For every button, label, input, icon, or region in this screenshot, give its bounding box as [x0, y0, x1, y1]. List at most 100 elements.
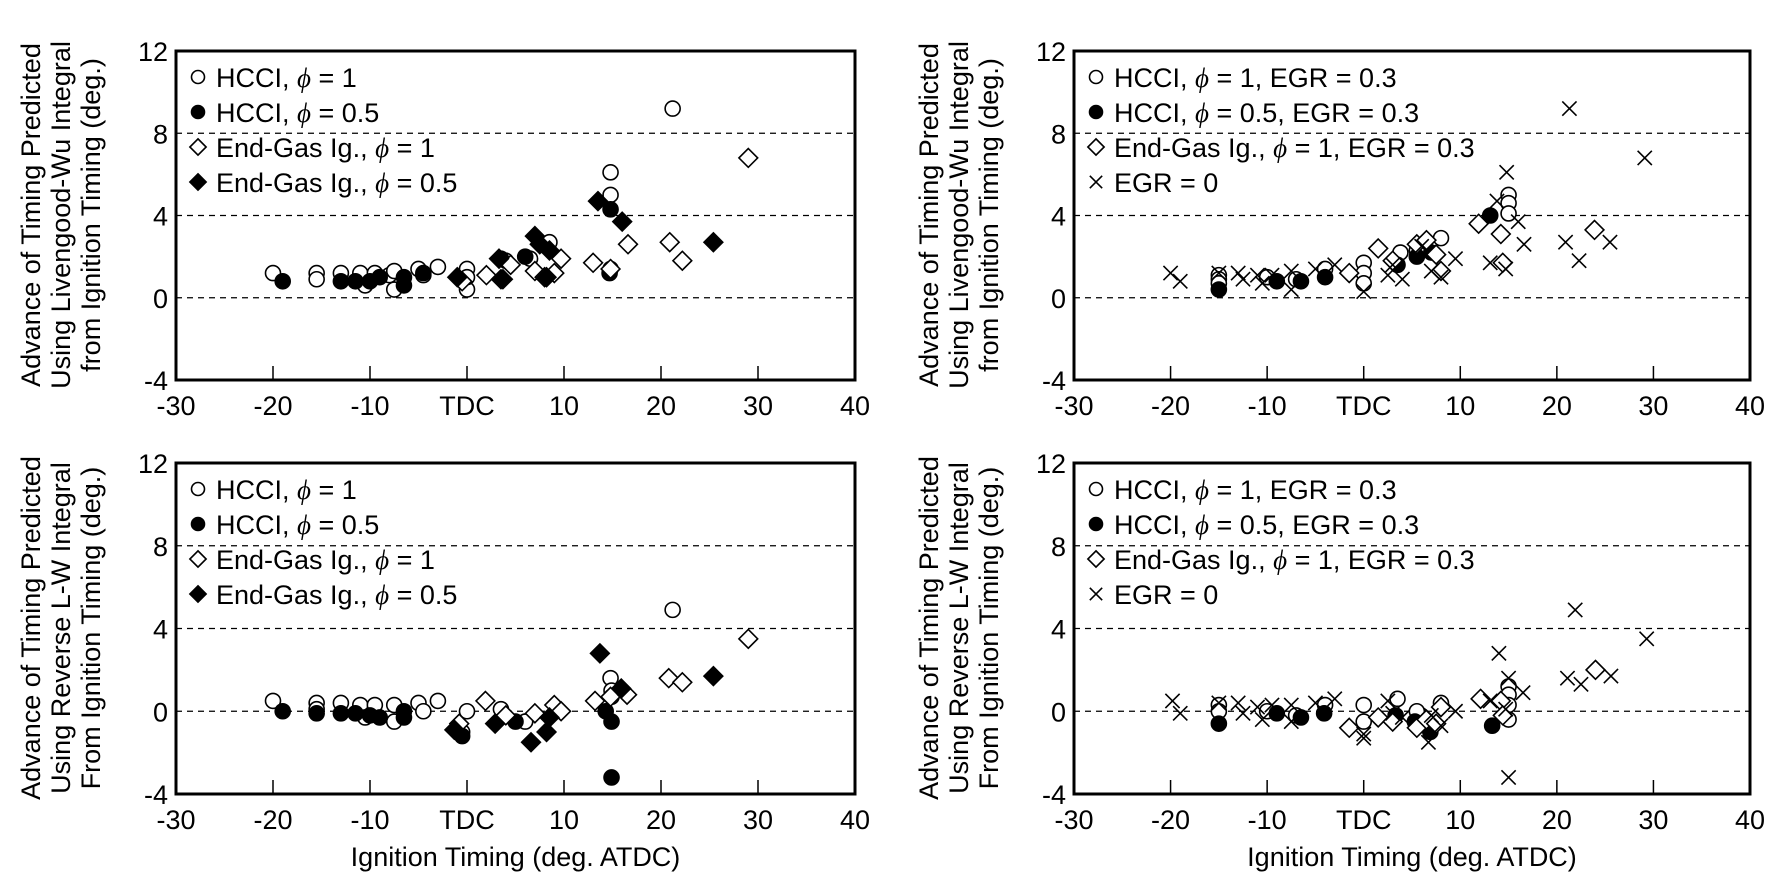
- data-point: [1283, 281, 1299, 298]
- y-axis-label-line: Advance of Timing Predicted: [914, 456, 944, 800]
- x-tick-label: TDC: [1336, 805, 1392, 835]
- data-point: [1516, 236, 1532, 252]
- x-tick-label: -20: [253, 805, 292, 835]
- data-point: [1254, 275, 1271, 292]
- y-axis-label-line: Using Reverse L-W Integral: [944, 462, 974, 794]
- y-tick-label: 0: [153, 697, 168, 727]
- data-point: [1500, 205, 1517, 222]
- data-point: [1254, 711, 1271, 728]
- data-point: [1482, 693, 1498, 709]
- legend-label: End-Gas Ig., ϕ = 1, EGR = 0.3: [1114, 133, 1475, 163]
- data-point: [1307, 695, 1324, 711]
- data-point: [429, 258, 447, 276]
- data-point: [520, 731, 542, 753]
- legend-label-prefix: End-Gas Ig.,: [216, 580, 375, 610]
- data-point: [1307, 261, 1324, 277]
- data-point: [516, 248, 534, 265]
- x-tick-label: -10: [1248, 805, 1287, 835]
- data-point: [1380, 267, 1396, 283]
- series-filled-circle: [274, 201, 619, 294]
- legend-marker-open-circle: [190, 69, 206, 85]
- data-point: [1637, 150, 1653, 166]
- data-point: [1356, 283, 1372, 300]
- y-tick-label: 4: [153, 202, 168, 232]
- data-point: [602, 201, 619, 218]
- y-axis-label-line: Using Reverse L-W Integral: [46, 462, 76, 794]
- x-tick-label: 10: [1445, 805, 1475, 835]
- y-tick-label: 4: [1051, 615, 1066, 645]
- data-point: [1447, 703, 1464, 719]
- data-point: [1557, 234, 1574, 250]
- legend-label-prefix: HCCI,: [1114, 475, 1195, 505]
- data-point: [536, 266, 558, 288]
- data-point: [602, 164, 619, 181]
- x-tick-label: 40: [1735, 391, 1765, 421]
- legend-label-suffix: = 0.5: [311, 98, 379, 128]
- data-point: [1483, 717, 1501, 735]
- x-tick-label: TDC: [439, 805, 495, 835]
- data-point: [415, 702, 432, 720]
- legend-label-prefix: End-Gas Ig.,: [1114, 133, 1273, 163]
- y-axis-label-line: Using Livengood-Wu Integral: [944, 41, 974, 389]
- data-point: [1210, 715, 1228, 732]
- legend-label: End-Gas Ig., ϕ = 0.5: [216, 168, 457, 198]
- data-point: [1584, 219, 1606, 241]
- y-tick-label: -4: [1042, 780, 1066, 810]
- phi-symbol: ϕ: [297, 63, 311, 93]
- data-point: [1292, 709, 1310, 726]
- x-tick-label: -30: [1054, 391, 1093, 421]
- y-axis-label-line: From Ignition Timing (deg.): [76, 467, 106, 790]
- data-point: [589, 642, 611, 664]
- x-tick-label: -20: [253, 391, 292, 421]
- data-point: [702, 665, 724, 687]
- x-tick-label: -10: [1248, 391, 1287, 421]
- data-point: [1316, 268, 1334, 286]
- phi-symbol: ϕ: [375, 580, 389, 610]
- data-point: [671, 250, 693, 272]
- y-tick-label: 8: [1051, 119, 1066, 149]
- data-point: [347, 705, 364, 722]
- data-point: [587, 190, 609, 212]
- legend-label-prefix: HCCI,: [216, 475, 297, 505]
- x-tick-label: 10: [549, 391, 579, 421]
- legend-label-suffix: EGR = 0: [1114, 168, 1218, 198]
- y-axis-label: Advance of Timing Predicted Using Reverse…: [16, 456, 106, 800]
- x-tick-label: -10: [350, 805, 389, 835]
- data-point: [659, 231, 681, 253]
- y-axis-label-line: from Ignition Timing (deg.): [76, 58, 106, 372]
- legend-label-suffix: = 1, EGR = 0.3: [1287, 133, 1475, 163]
- data-point: [1394, 271, 1411, 287]
- data-point: [1327, 691, 1343, 707]
- data-point: [1338, 717, 1360, 739]
- phi-symbol: ϕ: [297, 475, 311, 505]
- data-point: [1515, 684, 1531, 701]
- data-point: [264, 692, 282, 710]
- legend-label: EGR = 0: [1114, 168, 1218, 198]
- legend-label-suffix: = 1, EGR = 0.3: [1209, 63, 1397, 93]
- series-filled-diamond: [443, 642, 724, 753]
- data-point: [1490, 223, 1512, 245]
- x-tick-label: 10: [549, 805, 579, 835]
- legend-label-prefix: HCCI,: [1114, 98, 1195, 128]
- y-tick-label: 0: [153, 284, 168, 314]
- data-point: [603, 769, 620, 786]
- panel-top-left: -30 -20 -10 TDC 10 20 30 40 -4 0 4 8 12 Advance of Ti…: [16, 37, 870, 421]
- data-point: [1211, 695, 1227, 711]
- data-point: [1367, 237, 1389, 259]
- data-point: [538, 706, 560, 728]
- legend-label: End-Gas Ig., ϕ = 0.5: [216, 580, 457, 610]
- series-open-diamond: [1338, 659, 1606, 739]
- plot-frame: [174, 461, 857, 796]
- y-tick-label: 4: [153, 615, 168, 645]
- data-point: [1413, 238, 1430, 255]
- legend-label-suffix: = 0.5, EGR = 0.3: [1209, 510, 1419, 540]
- panel-bottom-left: -30 -20 -10 TDC 10 20 30 40 -4 0 4 8 12 Advance of Ti…: [16, 449, 870, 872]
- x-tick-label: 30: [1638, 805, 1668, 835]
- data-point: [617, 233, 639, 255]
- legend-marker-cross: [1089, 587, 1103, 601]
- legend-marker-cross: [1089, 175, 1103, 189]
- y-axis-label-line: from Ignition Timing (deg.): [974, 58, 1004, 372]
- data-point: [600, 258, 622, 280]
